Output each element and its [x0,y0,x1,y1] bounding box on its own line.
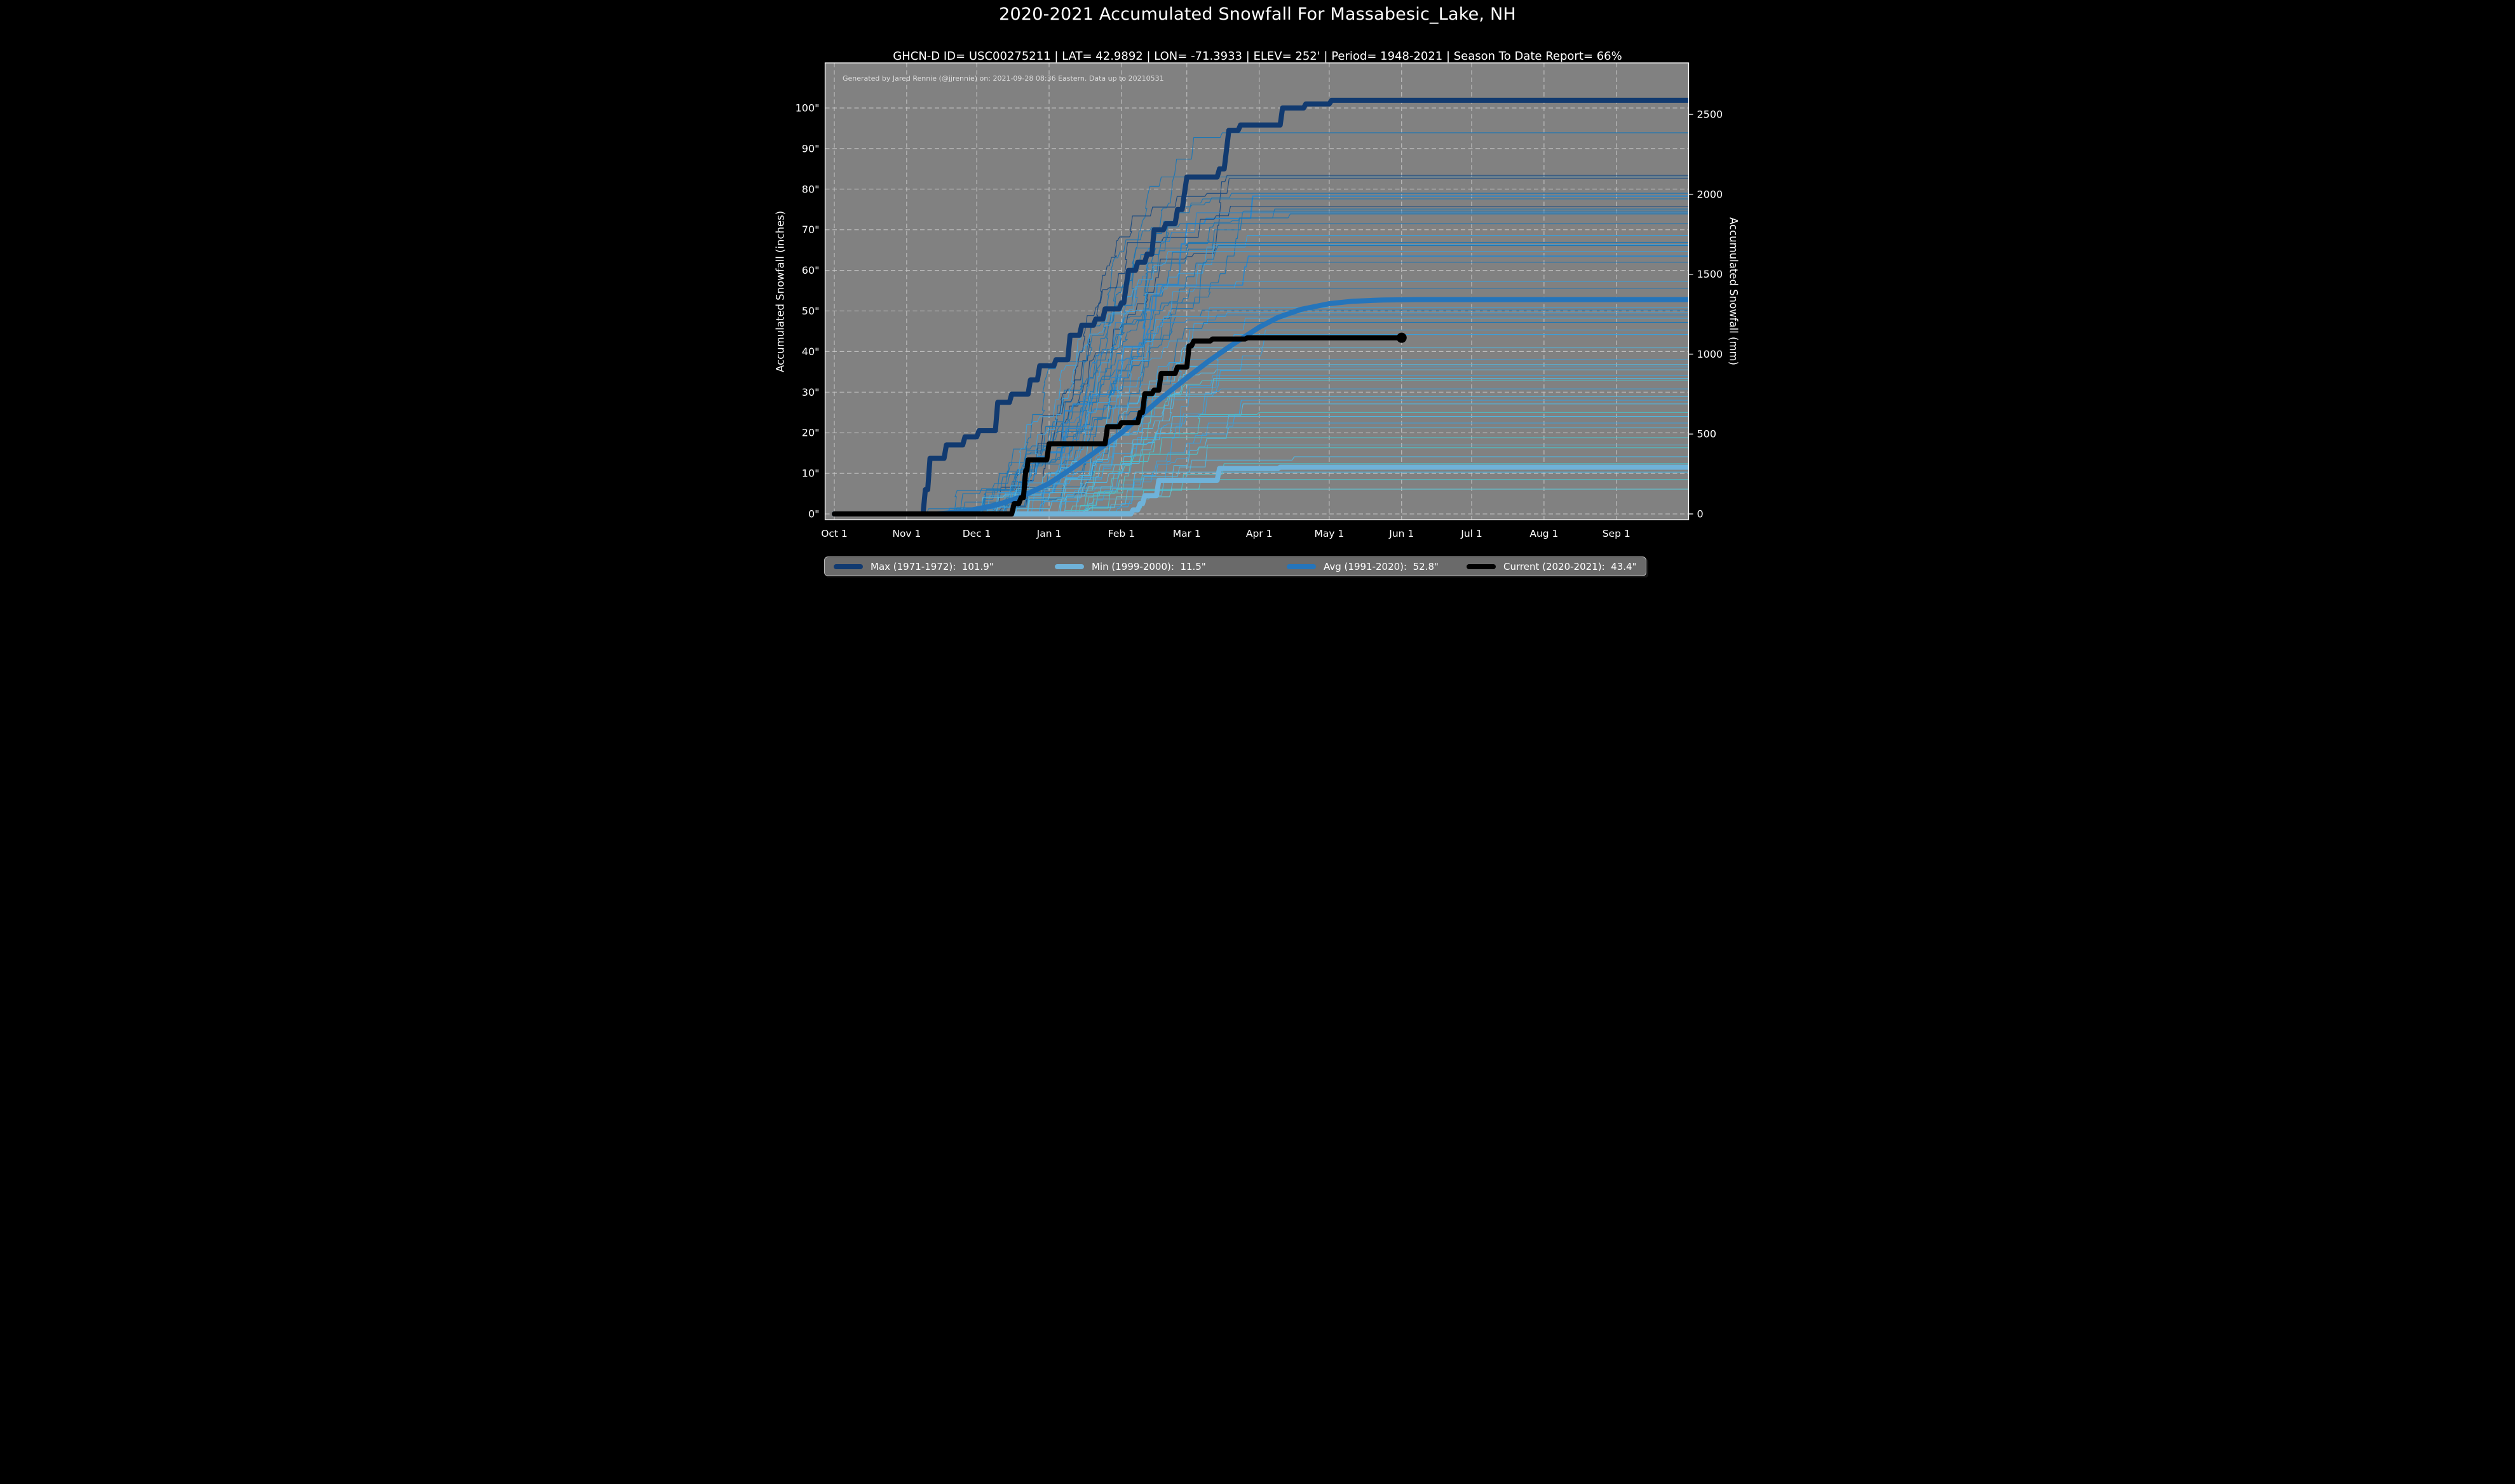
chart-title: 2020-2021 Accumulated Snowfall For Massa… [999,4,1516,24]
y-left-tick-label: 10" [802,468,820,480]
legend-item-current: Current (2020-2021): 43.4" [1467,557,1636,576]
x-tick-label: May 1 [1314,528,1344,539]
x-tick-label: Jan 1 [1036,528,1062,539]
y-left-tick-label: 70" [802,224,820,236]
x-tick-label: Jul 1 [1460,528,1482,539]
chart-legend: Max (1971-1972): 101.9" Min (1999-2000): … [824,556,1646,576]
legend-swatch-max [834,563,863,569]
y-right-tick-label: 1000 [1697,348,1723,360]
y-left-tick-label: 60" [802,264,820,276]
y-left-tick-label: 30" [802,386,820,398]
background-season-line [834,288,1689,515]
background-season-line [834,416,1689,515]
current-end-dot [1396,332,1407,343]
legend-label: Avg (1991-2020): 52.8" [1324,560,1439,572]
y-right-tick-label: 1500 [1697,268,1723,280]
background-season-line [834,241,1689,515]
y-left-tick-label: 0" [808,508,820,520]
y-right-tick-label: 2000 [1697,188,1723,200]
y-left-tick-label: 40" [802,346,820,358]
chart-subtitle: GHCN-D ID= USC00275211 | LAT= 42.9892 | … [893,50,1622,63]
background-season-line [834,208,1689,515]
background-season-line [834,235,1689,515]
background-season-line [834,314,1689,515]
x-tick-label: Oct 1 [821,528,848,539]
y-axis-title-inches: Accumulated Snowfall (inches) [774,210,787,372]
legend-swatch-current [1467,563,1496,569]
y-right-tick-label: 2500 [1697,109,1723,121]
background-season-line [834,281,1689,515]
background-season-line [834,427,1689,515]
avg-line [832,297,1689,516]
y-right-tick-label: 500 [1697,428,1717,440]
y-left-tick-label: 100" [796,102,820,114]
current-line [832,335,1404,516]
x-tick-label: Nov 1 [892,528,921,539]
background-season-line [834,396,1689,515]
plot-border [824,62,1690,520]
background-season-line [834,388,1689,515]
y-left-tick-label: 50" [802,305,820,317]
legend-label: Current (2020-2021): 43.4" [1503,560,1637,572]
snowfall-chart-figure: 2020-2021 Accumulated Snowfall For Massa… [768,0,1747,577]
legend-label: Min (1999-2000): 11.5" [1092,560,1206,572]
y-left-tick-label: 90" [802,142,820,154]
y-left-tick-label: 80" [802,183,820,195]
legend-label: Max (1971-1972): 101.9" [871,560,994,572]
min-line [832,464,1689,516]
legend-item-max: Max (1971-1972): 101.9" [834,557,994,576]
x-tick-label: Jun 1 [1388,528,1414,539]
plot-background [825,63,1689,520]
x-tick-label: Dec 1 [963,528,991,539]
legend-item-min: Min (1999-2000): 11.5" [1055,557,1206,576]
generated-by-annotation: Generated by Jared Rennie (@jjrennie) on… [843,74,1164,83]
x-tick-label: Apr 1 [1246,528,1273,539]
background-season-line [834,255,1689,515]
x-tick-label: Mar 1 [1173,528,1201,539]
legend-item-avg: Avg (1991-2020): 52.8" [1287,557,1439,576]
y-left-tick-label: 20" [802,427,820,439]
background-season-line [834,251,1689,515]
x-tick-label: Aug 1 [1529,528,1558,539]
chart-canvas: 0" 10" 20" 30" 40" 50" 60" 70" 80" 90" 100" 0 500 100… [796,62,1723,539]
max-line [832,97,1689,516]
legend-swatch-min [1055,563,1084,569]
x-tick-label: Sep 1 [1603,528,1630,539]
background-season-line [834,380,1689,515]
x-tick-label: Feb 1 [1108,528,1135,539]
legend-swatch-avg [1287,563,1316,569]
background-season-line [834,244,1689,515]
y-right-tick-label: 0 [1697,508,1704,520]
y-axis-title-mm: Accumulated Snowfall (mm) [1727,217,1740,366]
background-season-line [834,198,1689,515]
background-season-line [834,364,1689,515]
